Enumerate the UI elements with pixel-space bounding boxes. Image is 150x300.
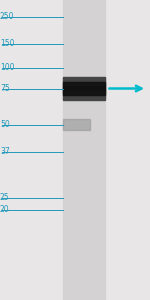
Bar [63,77,105,78]
Bar [63,86,105,87]
Bar [63,99,105,100]
Bar [63,78,105,79]
Bar [63,89,105,90]
Bar [63,95,105,96]
Text: 100: 100 [0,63,15,72]
Bar [63,79,105,80]
Bar [63,81,105,82]
Text: 37: 37 [0,147,10,156]
Bar [63,94,105,95]
Text: 75: 75 [0,84,10,93]
Bar [63,82,105,95]
Bar [63,92,105,93]
Bar [63,93,105,94]
Bar [63,85,105,86]
Bar [63,119,90,130]
Bar [63,87,105,88]
Bar [63,82,105,83]
Bar [63,98,105,99]
Bar [63,84,105,85]
Bar [63,0,105,300]
Text: 150: 150 [0,39,15,48]
Text: 50: 50 [0,120,10,129]
Bar [63,97,105,98]
Bar [63,88,105,89]
Bar [63,96,105,97]
Bar [63,85,105,86]
Bar [63,91,105,92]
Bar [63,80,105,81]
Text: 25: 25 [0,194,10,202]
Bar [63,90,105,91]
Text: 20: 20 [0,206,10,214]
Text: 250: 250 [0,12,15,21]
Bar [63,83,105,84]
